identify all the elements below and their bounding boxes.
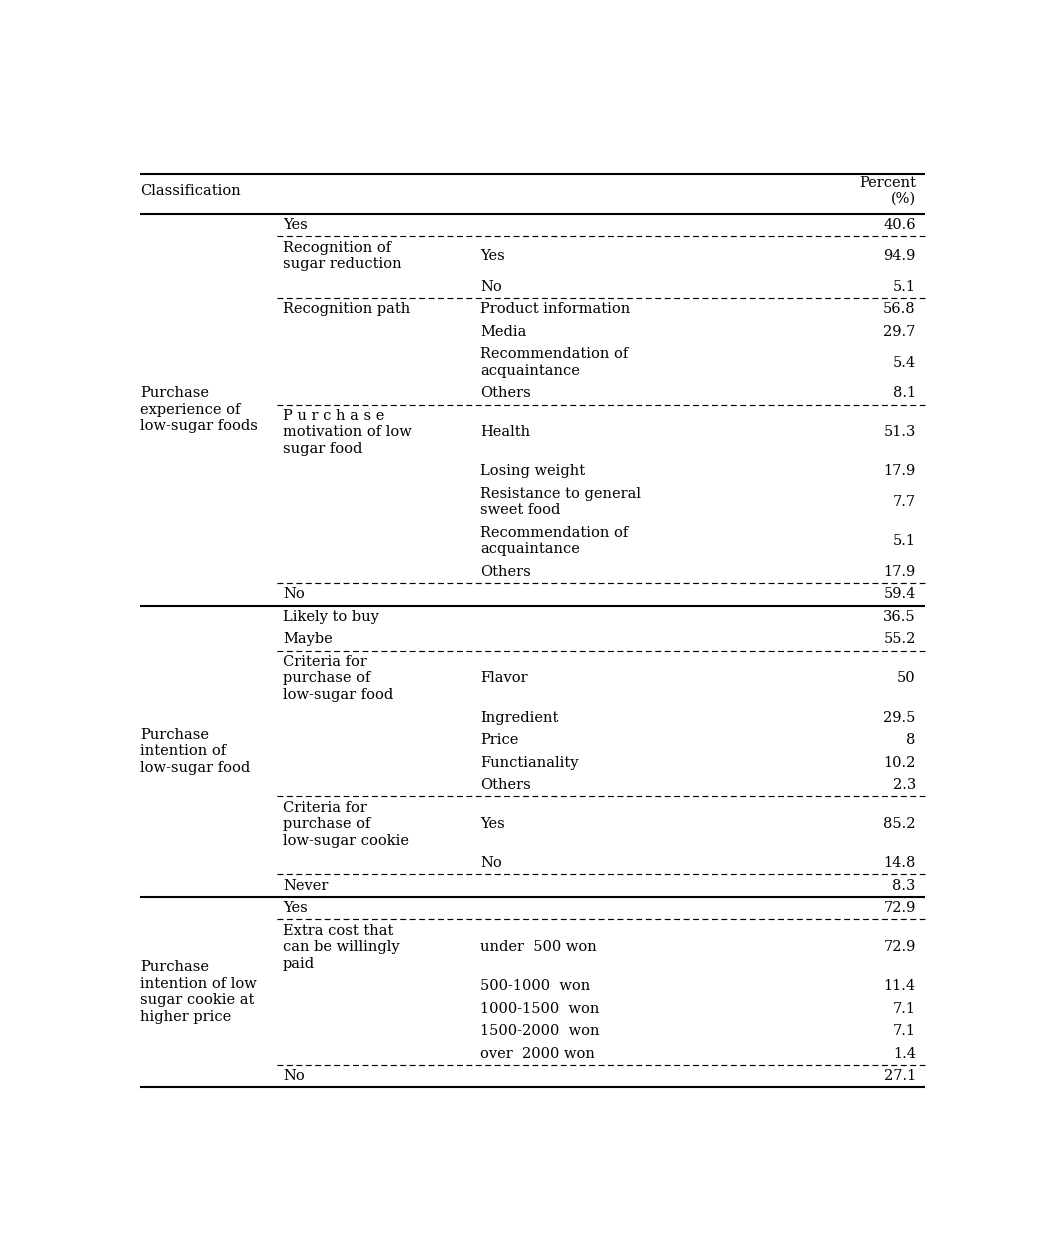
Text: low-sugar food: low-sugar food	[283, 689, 393, 702]
Text: Recognition path: Recognition path	[283, 302, 410, 317]
Text: under  500 won: under 500 won	[480, 940, 596, 954]
Text: Others: Others	[480, 387, 531, 401]
Text: intention of low: intention of low	[140, 977, 257, 990]
Text: 56.8: 56.8	[883, 302, 915, 317]
Text: low-sugar foods: low-sugar foods	[140, 419, 259, 433]
Text: 7.7: 7.7	[893, 495, 915, 510]
Text: sugar cookie at: sugar cookie at	[140, 993, 255, 1008]
Text: Percent
(%): Percent (%)	[859, 175, 915, 205]
Text: Ingredient: Ingredient	[480, 711, 559, 725]
Text: 8.1: 8.1	[893, 387, 915, 401]
Text: 7.1: 7.1	[893, 1024, 915, 1038]
Text: Recognition of: Recognition of	[283, 240, 391, 254]
Text: over  2000 won: over 2000 won	[480, 1047, 595, 1060]
Text: 1000-1500  won: 1000-1500 won	[480, 1002, 600, 1015]
Text: No: No	[283, 587, 304, 601]
Text: 1.4: 1.4	[893, 1047, 915, 1060]
Text: 500-1000  won: 500-1000 won	[480, 979, 590, 993]
Text: Others: Others	[480, 777, 531, 793]
Text: Yes: Yes	[283, 218, 308, 232]
Text: Maybe: Maybe	[283, 632, 332, 646]
Text: Purchase: Purchase	[140, 960, 209, 974]
Text: low-sugar food: low-sugar food	[140, 761, 250, 775]
Text: 50: 50	[897, 671, 915, 686]
Text: Purchase: Purchase	[140, 727, 209, 741]
Text: Health: Health	[480, 426, 530, 439]
Text: low-sugar cookie: low-sugar cookie	[283, 834, 409, 848]
Text: Losing weight: Losing weight	[480, 464, 585, 478]
Text: Resistance to general: Resistance to general	[480, 487, 641, 501]
Text: 94.9: 94.9	[883, 249, 915, 263]
Text: intention of: intention of	[140, 744, 227, 759]
Text: motivation of low: motivation of low	[283, 426, 411, 439]
Text: Yes: Yes	[480, 818, 505, 831]
Text: experience of: experience of	[140, 403, 241, 417]
Text: 36.5: 36.5	[883, 610, 915, 623]
Text: sugar reduction: sugar reduction	[283, 257, 401, 272]
Text: Never: Never	[283, 879, 328, 893]
Text: can be willingly: can be willingly	[283, 940, 399, 954]
Text: 85.2: 85.2	[883, 818, 915, 831]
Text: 51.3: 51.3	[883, 426, 915, 439]
Text: No: No	[480, 856, 502, 870]
Text: Others: Others	[480, 565, 531, 578]
Text: acquaintance: acquaintance	[480, 542, 580, 556]
Text: 2.3: 2.3	[893, 777, 915, 793]
Text: Recommendation of: Recommendation of	[480, 347, 629, 362]
Text: higher price: higher price	[140, 1010, 232, 1024]
Text: acquaintance: acquaintance	[480, 364, 580, 378]
Text: Yes: Yes	[283, 901, 308, 915]
Text: Yes: Yes	[480, 249, 505, 263]
Text: 27.1: 27.1	[883, 1069, 915, 1083]
Text: 17.9: 17.9	[883, 565, 915, 578]
Text: 5.1: 5.1	[893, 535, 915, 548]
Text: sweet food: sweet food	[480, 503, 560, 517]
Text: No: No	[283, 1069, 304, 1083]
Text: Criteria for: Criteria for	[283, 655, 367, 669]
Text: 40.6: 40.6	[883, 218, 915, 232]
Text: 1500-2000  won: 1500-2000 won	[480, 1024, 600, 1038]
Text: 11.4: 11.4	[883, 979, 915, 993]
Text: Functianality: Functianality	[480, 755, 579, 770]
Text: paid: paid	[283, 957, 315, 970]
Text: purchase of: purchase of	[283, 671, 370, 686]
Text: 29.7: 29.7	[883, 324, 915, 339]
Text: Extra cost that: Extra cost that	[283, 924, 393, 938]
Text: Recommendation of: Recommendation of	[480, 526, 629, 540]
Text: Likely to buy: Likely to buy	[283, 610, 379, 623]
Text: Classification: Classification	[140, 184, 241, 198]
Text: 5.1: 5.1	[893, 279, 915, 294]
Text: Media: Media	[480, 324, 527, 339]
Text: 14.8: 14.8	[883, 856, 915, 870]
Text: 7.1: 7.1	[893, 1002, 915, 1015]
Text: 29.5: 29.5	[883, 711, 915, 725]
Text: Criteria for: Criteria for	[283, 800, 367, 815]
Text: 10.2: 10.2	[883, 755, 915, 770]
Text: 5.4: 5.4	[893, 356, 915, 369]
Text: sugar food: sugar food	[283, 442, 363, 456]
Text: 17.9: 17.9	[883, 464, 915, 478]
Text: Product information: Product information	[480, 302, 631, 317]
Text: 8.3: 8.3	[893, 879, 915, 893]
Text: 72.9: 72.9	[883, 940, 915, 954]
Text: No: No	[480, 279, 502, 294]
Text: Flavor: Flavor	[480, 671, 528, 686]
Text: 72.9: 72.9	[883, 901, 915, 915]
Text: P u r c h a s e: P u r c h a s e	[283, 409, 384, 423]
Text: 59.4: 59.4	[883, 587, 915, 601]
Text: 55.2: 55.2	[883, 632, 915, 646]
Text: Price: Price	[480, 732, 518, 747]
Text: purchase of: purchase of	[283, 818, 370, 831]
Text: Purchase: Purchase	[140, 387, 209, 401]
Text: 8: 8	[906, 732, 915, 747]
